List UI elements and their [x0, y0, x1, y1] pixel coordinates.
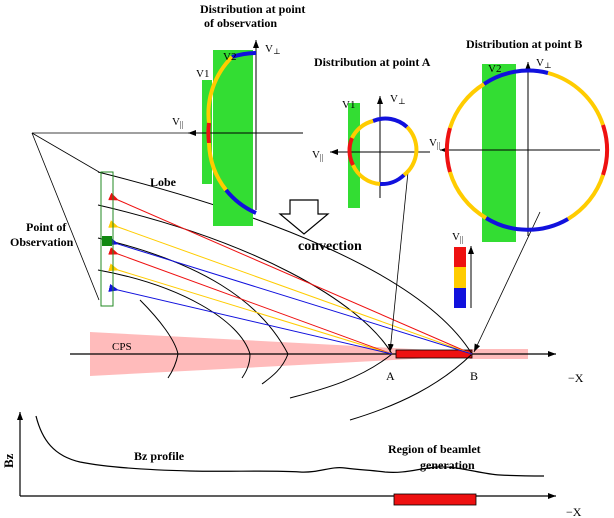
observation-column — [100, 171, 114, 307]
observation-point — [102, 236, 112, 246]
obs-v-perp-label: V⊥ — [265, 43, 280, 56]
obs-distribution-panel: V1 V2 V⊥ V|| — [172, 40, 303, 226]
beamlet-arrows — [108, 192, 473, 355]
key-yellow — [454, 267, 466, 288]
obs-arc-blue-bottom — [224, 188, 257, 215]
obs-v-par-label: V|| — [172, 116, 183, 129]
beamlet-arrow-yellow-1 — [108, 220, 473, 355]
point-a-distribution-panel: V1 V⊥ V|| — [312, 93, 430, 208]
obs-arc-yellow-top — [206, 55, 234, 124]
generation-region-lower — [393, 493, 477, 506]
field-line-5 — [139, 299, 179, 379]
bz-x-axis-label: −X — [566, 505, 582, 518]
a-arc-blue-top — [372, 116, 409, 129]
leader-lines — [31, 132, 541, 353]
point-of-observation-label-2: Observation — [10, 235, 74, 249]
beamlet-arrow-yellow-2 — [108, 263, 393, 355]
a-arc-yellow-right — [402, 125, 419, 177]
a-arc-red-left — [347, 137, 355, 166]
x-axis-label: −X — [568, 371, 584, 385]
bz-axis-label: Bz — [1, 453, 16, 468]
b-v2-label: V2 — [488, 63, 501, 75]
beamlet-arrow-blue-1 — [108, 237, 473, 355]
field-line-outer — [97, 171, 473, 421]
b-green-v2 — [482, 64, 516, 242]
b-arc-yellow-top-left — [448, 82, 486, 129]
obs-v2-label: V2 — [223, 51, 236, 63]
field-lines — [97, 171, 473, 421]
b-arc-yellow-bottom-right — [566, 174, 605, 221]
b-v-par-label: V|| — [429, 137, 440, 150]
beamlet-arrow-blue-2 — [108, 284, 393, 355]
convection-label: convection — [298, 239, 362, 254]
cps-label: CPS — [112, 341, 132, 353]
beamlet-arrow-red-2 — [108, 247, 393, 355]
generation-region-upper — [395, 349, 473, 359]
a-v-perp-label: V⊥ — [390, 93, 405, 106]
velocity-color-key: V|| — [452, 231, 474, 308]
point-b-distribution-title: Distribution at point B — [466, 37, 582, 51]
key-blue — [454, 288, 466, 308]
beamlet-arrow-red-1 — [108, 192, 473, 355]
a-arc-yellow-bottom — [351, 164, 381, 186]
obs-distribution-title-2: of observation — [204, 16, 277, 30]
b-arc-yellow-bottom-left — [448, 171, 488, 220]
point-b-distribution-panel: V2 V⊥ V|| — [429, 57, 609, 242]
key-red — [454, 247, 466, 267]
b-arc-red-left — [444, 127, 452, 173]
b-arc-yellow-top-right — [547, 71, 605, 126]
point-a-label: A — [386, 369, 395, 383]
field-line-4 — [97, 269, 251, 379]
b-v-perp-label: V⊥ — [536, 57, 551, 70]
point-b-label: B — [470, 369, 478, 383]
bz-profile-curve — [35, 415, 545, 477]
a-v1-label: V1 — [342, 99, 355, 111]
bz-profile-panel: Bz −X Bz profile Region of beamlet gener… — [1, 412, 582, 518]
b-arc-blue-top — [482, 68, 549, 86]
field-line-2 — [97, 204, 393, 399]
b-arc-red-right — [601, 124, 609, 176]
lobe-label: Lobe — [150, 175, 177, 189]
obs-v1-label: V1 — [196, 68, 209, 80]
region-label-1: Region of beamlet — [388, 442, 481, 456]
a-arc-blue-bottom — [379, 173, 406, 187]
point-a-distribution-title: Distribution at point A — [314, 55, 431, 69]
obs-arc-blue-top — [231, 51, 257, 59]
key-v-par-label: V|| — [452, 231, 463, 244]
bz-profile-label: Bz profile — [134, 449, 185, 463]
convection-arrow — [278, 199, 330, 235]
a-arc-yellow-top — [350, 119, 374, 139]
point-of-observation-label-1: Point of — [26, 220, 67, 234]
b-arc-blue-bottom — [484, 216, 570, 232]
a-v-par-label: V|| — [312, 149, 323, 162]
obs-arc-red — [206, 122, 211, 144]
region-label-2: generation — [420, 458, 475, 472]
obs-distribution-title-1: Distribution at point — [200, 2, 305, 16]
obs-arc-yellow-bottom — [207, 142, 228, 192]
